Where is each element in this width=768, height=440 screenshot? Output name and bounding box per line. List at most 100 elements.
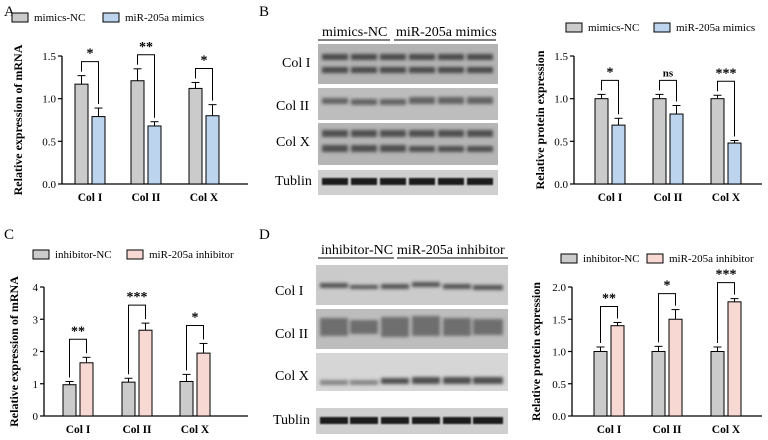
chart-c-ytick-label: 3 (33, 314, 39, 326)
chart-c-ytick-label: 2 (33, 347, 39, 359)
chart-c-significance-bracket (128, 304, 146, 375)
chart-d-significance-bracket (658, 293, 676, 343)
chart-b-ytick-label: 0.0 (554, 179, 568, 191)
chart-c-category-label: Col II (122, 424, 152, 436)
blot-b-group-label-2: miR-205a mimics (396, 25, 497, 40)
chart-c-ytick-label: 0 (33, 411, 39, 423)
western-blot-d: inhibitor-NC miR-205a inhibitor Col I Co… (273, 243, 508, 434)
chart-a-significance-label: * (87, 47, 94, 62)
chart-d-ytick-label: 0.5 (552, 379, 566, 391)
chart-c-ytick-label: 1 (33, 379, 39, 391)
chart-c-legend-swatch (32, 249, 50, 260)
chart-c-bar (196, 352, 211, 417)
chart-d-category-label: Col I (597, 424, 622, 436)
chart-d: 0.0 0.5 1.0 1.5 2.0 Relative protein expressi… (529, 253, 762, 436)
chart-c-significance-label: *** (127, 290, 148, 305)
panel-label-c: C (4, 227, 14, 243)
chart-b-significance-bracket (717, 80, 735, 137)
chart-d-legend-label: inhibitor-NC (583, 253, 640, 265)
chart-a-bar (205, 115, 220, 185)
chart-a-bar (147, 125, 162, 185)
chart-b-bar (594, 98, 609, 185)
chart-b-significance-bracket (601, 79, 619, 115)
chart-b-bar (727, 142, 742, 185)
chart-d-significance-label: *** (716, 268, 737, 283)
chart-c-bar (62, 384, 77, 417)
blot-b-row-label-col2: Col II (276, 99, 309, 114)
chart-d-bar (651, 351, 666, 417)
chart-a-ytick-label: 1.0 (42, 94, 56, 106)
chart-a-ytick-label: 0.5 (42, 136, 56, 148)
chart-c-legend-swatch (126, 249, 144, 260)
chart-b-bar (710, 98, 725, 185)
blot-b-group-label-1: mimics-NC (322, 25, 387, 40)
chart-b-legend-label: mimics-NC (588, 22, 639, 34)
blot-d-row-label-col1: Col I (275, 284, 304, 299)
western-blot-b: mimics-NC miR-205a mimics Col I Col II C… (275, 25, 498, 195)
chart-c-category-label: Col I (66, 424, 91, 436)
chart-c-legend-label: miR-205a inhibitor (149, 249, 234, 261)
chart-b-ytick-label: 0.5 (554, 136, 568, 148)
chart-a-ytick-label: 1.5 (42, 51, 56, 63)
chart-d-significance-label: ** (602, 291, 616, 306)
chart-a-category-label: Col II (131, 192, 161, 204)
chart-d-category-label: Col II (652, 424, 682, 436)
blot-d-row-label-colx: Col X (275, 369, 309, 384)
chart-d-significance-label: * (664, 279, 671, 294)
chart-b-legend-label: miR-205a mimics (676, 22, 755, 34)
chart-a-ytick-label: 0.0 (42, 179, 56, 191)
chart-a: 0.0 0.5 1.0 1.5 Relative expression of mRNA C… (11, 12, 248, 204)
chart-a-category-label: Col I (78, 192, 103, 204)
chart-d-legend-swatch (560, 253, 578, 264)
chart-d-bar (727, 301, 742, 417)
chart-b-category-label: Col II (653, 192, 683, 204)
chart-a-significance-bracket (137, 54, 155, 118)
chart-d-bar (668, 318, 683, 417)
chart-c-bar (79, 362, 94, 417)
blot-b-box-colx (318, 123, 498, 165)
chart-c-legend-label: inhibitor-NC (55, 249, 112, 261)
chart-c-significance-label: ** (71, 324, 85, 339)
chart-a-significance-label: ** (139, 40, 153, 55)
chart-c-significance-bracket (186, 324, 204, 371)
chart-d-legend-swatch (646, 253, 664, 264)
panel-label-a: A (4, 4, 15, 20)
chart-a-bar (188, 87, 203, 185)
blot-b-box-col1 (318, 44, 498, 84)
blot-d-group-label-1: inhibitor-NC (321, 243, 393, 258)
chart-c-significance-bracket (69, 338, 87, 378)
chart-d-bar (593, 351, 608, 417)
chart-d-ytick-label: 0.0 (552, 411, 566, 423)
chart-d-ytick-label: 1.0 (552, 347, 566, 359)
chart-a-significance-bracket (195, 67, 213, 101)
blot-d-row-label-col2: Col II (275, 327, 308, 342)
blot-b-row-label-colx: Col X (276, 135, 310, 150)
chart-b-bar (611, 124, 626, 185)
blot-d-row-label-tublin: Tublin (273, 413, 310, 428)
chart-b-significance-label: ns (663, 67, 674, 79)
chart-d-ytick-label: 1.5 (552, 314, 566, 326)
chart-c-bar (138, 329, 153, 417)
chart-a-category-label: Col X (190, 192, 219, 204)
chart-b-legend-swatch (653, 22, 671, 33)
chart-b-ylabel: Relative protein expression (533, 50, 547, 189)
chart-a-significance-label: * (201, 53, 208, 68)
chart-a-legend-label: miR-205a mimics (125, 12, 204, 24)
panel-label-d: D (259, 227, 270, 243)
chart-d-significance-bracket (600, 305, 618, 343)
chart-b-ytick-label: 1.0 (554, 94, 568, 106)
chart-b-ytick-label: 1.5 (554, 51, 568, 63)
chart-a-bar (91, 116, 106, 185)
chart-a-legend-label: mimics-NC (34, 12, 85, 24)
chart-d-category-label: Col X (712, 424, 741, 436)
chart-b-significance-bracket (659, 79, 677, 102)
chart-d-significance-bracket (717, 282, 735, 343)
chart-a-ylabel: Relative expression of mRNA (11, 44, 25, 195)
chart-b-significance-label: * (607, 65, 614, 80)
chart-b-bar (652, 98, 667, 185)
blot-b-row-label-tublin: Tublin (275, 174, 312, 189)
chart-a-legend-swatch (102, 12, 120, 23)
chart-c: 0 1 2 3 4 Relative expression of mRNA Col I ** C… (7, 249, 248, 436)
chart-d-ylabel: Relative protein expression (529, 282, 543, 421)
